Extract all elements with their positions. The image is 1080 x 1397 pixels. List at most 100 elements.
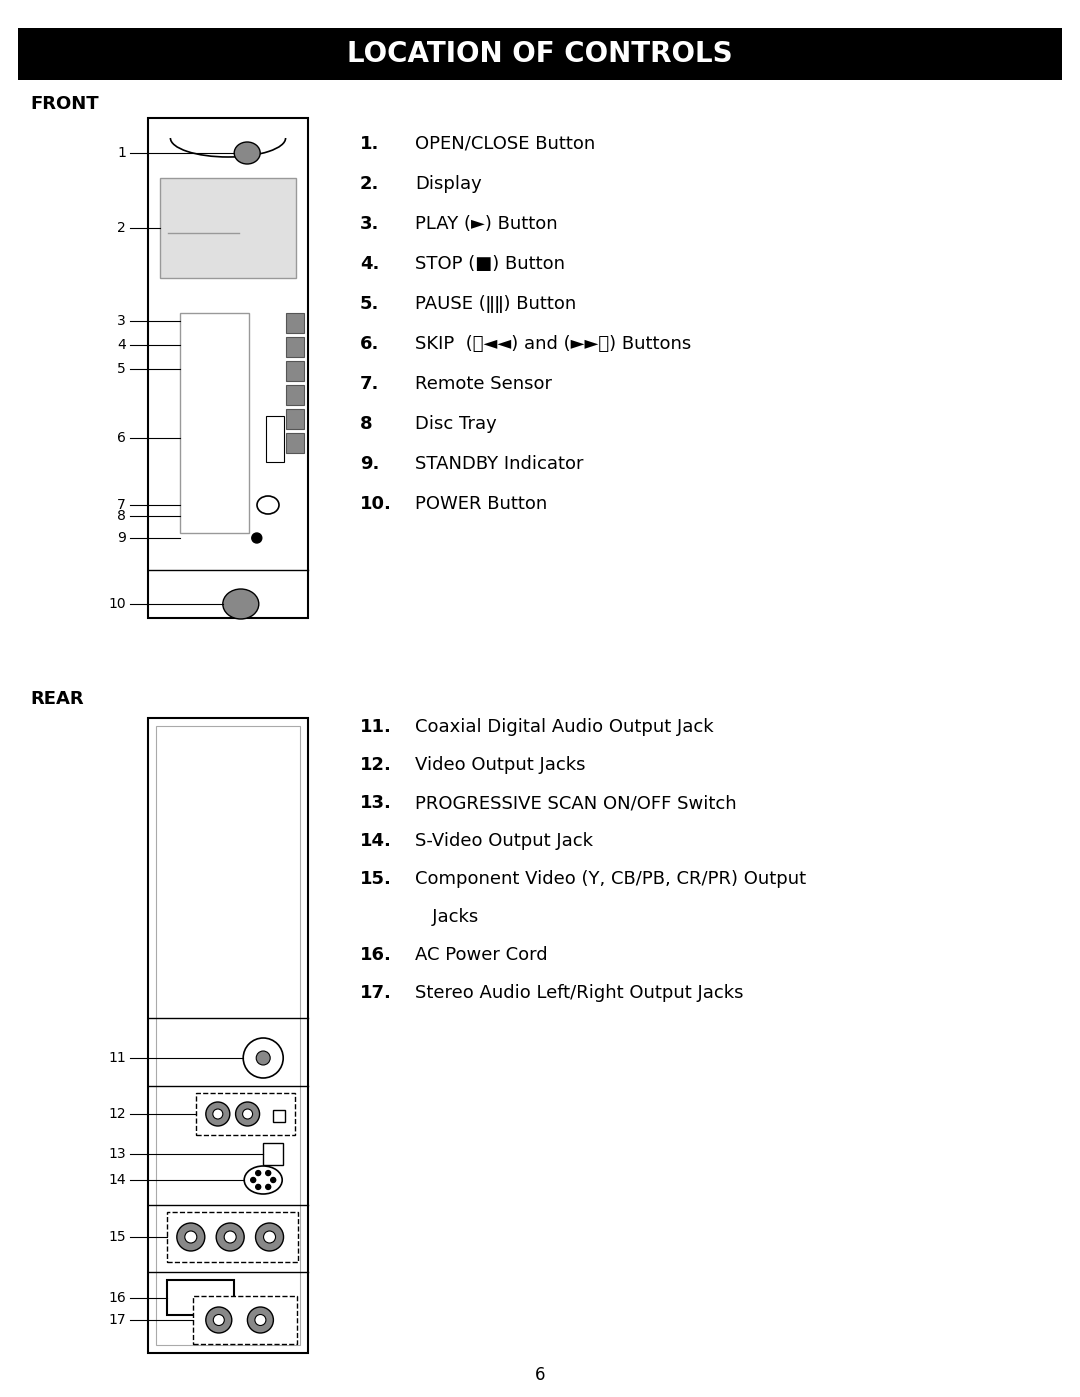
Text: Disc Tray: Disc Tray (415, 415, 497, 433)
Text: STANDBY Indicator: STANDBY Indicator (415, 455, 583, 474)
Circle shape (266, 1185, 271, 1189)
Text: 14: 14 (108, 1173, 126, 1187)
Circle shape (256, 1171, 260, 1175)
Text: Video Output Jacks: Video Output Jacks (415, 756, 585, 774)
Text: 14.: 14. (360, 833, 392, 849)
Circle shape (243, 1109, 253, 1119)
Circle shape (247, 1308, 273, 1333)
Text: 17: 17 (108, 1313, 126, 1327)
Ellipse shape (222, 590, 259, 619)
Text: 6.: 6. (360, 335, 379, 353)
Text: 9: 9 (117, 531, 126, 545)
Text: LOCATION OF CONTROLS: LOCATION OF CONTROLS (347, 41, 733, 68)
Bar (193, 1296, 297, 1344)
Text: 8: 8 (117, 509, 126, 522)
Text: POWER Button: POWER Button (415, 495, 548, 513)
Text: Display: Display (415, 175, 482, 193)
Bar (167, 1280, 234, 1315)
Text: 6: 6 (117, 432, 126, 446)
Ellipse shape (234, 142, 260, 163)
Bar (148, 718, 308, 1354)
Text: Coaxial Digital Audio Output Jack: Coaxial Digital Audio Output Jack (415, 718, 714, 736)
Text: 13: 13 (108, 1147, 126, 1161)
Text: 3: 3 (118, 314, 126, 328)
Text: 13.: 13. (360, 793, 392, 812)
Text: 8: 8 (360, 415, 373, 433)
Text: 5.: 5. (360, 295, 379, 313)
Text: PLAY (►) Button: PLAY (►) Button (415, 215, 557, 233)
Text: PAUSE (ǁǁ) Button: PAUSE (ǁǁ) Button (415, 295, 577, 313)
Text: 16.: 16. (360, 946, 392, 964)
Circle shape (256, 1051, 270, 1065)
Text: 17.: 17. (360, 983, 392, 1002)
Text: 3.: 3. (360, 215, 379, 233)
Circle shape (255, 1315, 266, 1326)
Text: 1: 1 (117, 147, 126, 161)
Text: 9.: 9. (360, 455, 379, 474)
Text: 7.: 7. (360, 374, 379, 393)
Text: 4.: 4. (360, 256, 379, 272)
Bar (273, 1111, 285, 1122)
Text: SKIP  (⧈◄◄) and (►►⧉) Buttons: SKIP (⧈◄◄) and (►►⧉) Buttons (415, 335, 691, 353)
Circle shape (225, 1231, 237, 1243)
Text: 15.: 15. (360, 870, 392, 888)
Text: 2.: 2. (360, 175, 379, 193)
Text: S-Video Output Jack: S-Video Output Jack (415, 833, 593, 849)
Text: Remote Sensor: Remote Sensor (415, 374, 552, 393)
Bar (18, 28, 1062, 80)
Circle shape (264, 1231, 275, 1243)
Text: FRONT: FRONT (30, 95, 98, 113)
Text: AC Power Cord: AC Power Cord (415, 946, 548, 964)
Text: 7: 7 (118, 497, 126, 511)
Text: 11: 11 (108, 1051, 126, 1065)
Ellipse shape (257, 496, 279, 514)
Text: 10: 10 (108, 597, 126, 610)
Bar (167, 1213, 298, 1261)
Ellipse shape (244, 1166, 282, 1194)
Circle shape (256, 1185, 260, 1189)
Bar (286, 313, 303, 332)
Text: 2: 2 (118, 221, 126, 235)
Text: PROGRESSIVE SCAN ON/OFF Switch: PROGRESSIVE SCAN ON/OFF Switch (415, 793, 737, 812)
Text: 12: 12 (108, 1106, 126, 1120)
Text: REAR: REAR (30, 690, 83, 708)
Bar (266, 416, 284, 462)
Circle shape (251, 1178, 256, 1182)
Circle shape (214, 1315, 225, 1326)
Text: 5: 5 (118, 362, 126, 376)
Circle shape (271, 1178, 275, 1182)
Text: Stereo Audio Left/Right Output Jacks: Stereo Audio Left/Right Output Jacks (415, 983, 743, 1002)
Bar (160, 177, 296, 278)
Circle shape (206, 1102, 230, 1126)
Bar (195, 1092, 295, 1134)
Circle shape (243, 1038, 283, 1078)
Text: 11.: 11. (360, 718, 392, 736)
Bar (286, 360, 303, 381)
Text: 1.: 1. (360, 136, 379, 154)
Bar (156, 726, 300, 1345)
Circle shape (216, 1222, 244, 1250)
Circle shape (185, 1231, 197, 1243)
Text: STOP (■) Button: STOP (■) Button (415, 256, 565, 272)
Bar (148, 117, 308, 617)
Circle shape (266, 1171, 271, 1175)
Text: 16: 16 (108, 1291, 126, 1305)
Bar (286, 386, 303, 405)
Text: 6: 6 (535, 1366, 545, 1384)
Circle shape (177, 1222, 205, 1250)
Bar (286, 337, 303, 358)
Text: 12.: 12. (360, 756, 392, 774)
Bar (264, 1143, 283, 1165)
Bar (180, 313, 248, 534)
Circle shape (213, 1109, 222, 1119)
Circle shape (235, 1102, 259, 1126)
Circle shape (256, 1222, 284, 1250)
Text: 10.: 10. (360, 495, 392, 513)
Circle shape (252, 534, 261, 543)
Text: Jacks: Jacks (415, 908, 478, 926)
Text: Component Video (Y, CB/PB, CR/PR) Output: Component Video (Y, CB/PB, CR/PR) Output (415, 870, 806, 888)
Text: OPEN/CLOSE Button: OPEN/CLOSE Button (415, 136, 595, 154)
Text: 4: 4 (118, 338, 126, 352)
Bar (286, 433, 303, 453)
Circle shape (206, 1308, 232, 1333)
